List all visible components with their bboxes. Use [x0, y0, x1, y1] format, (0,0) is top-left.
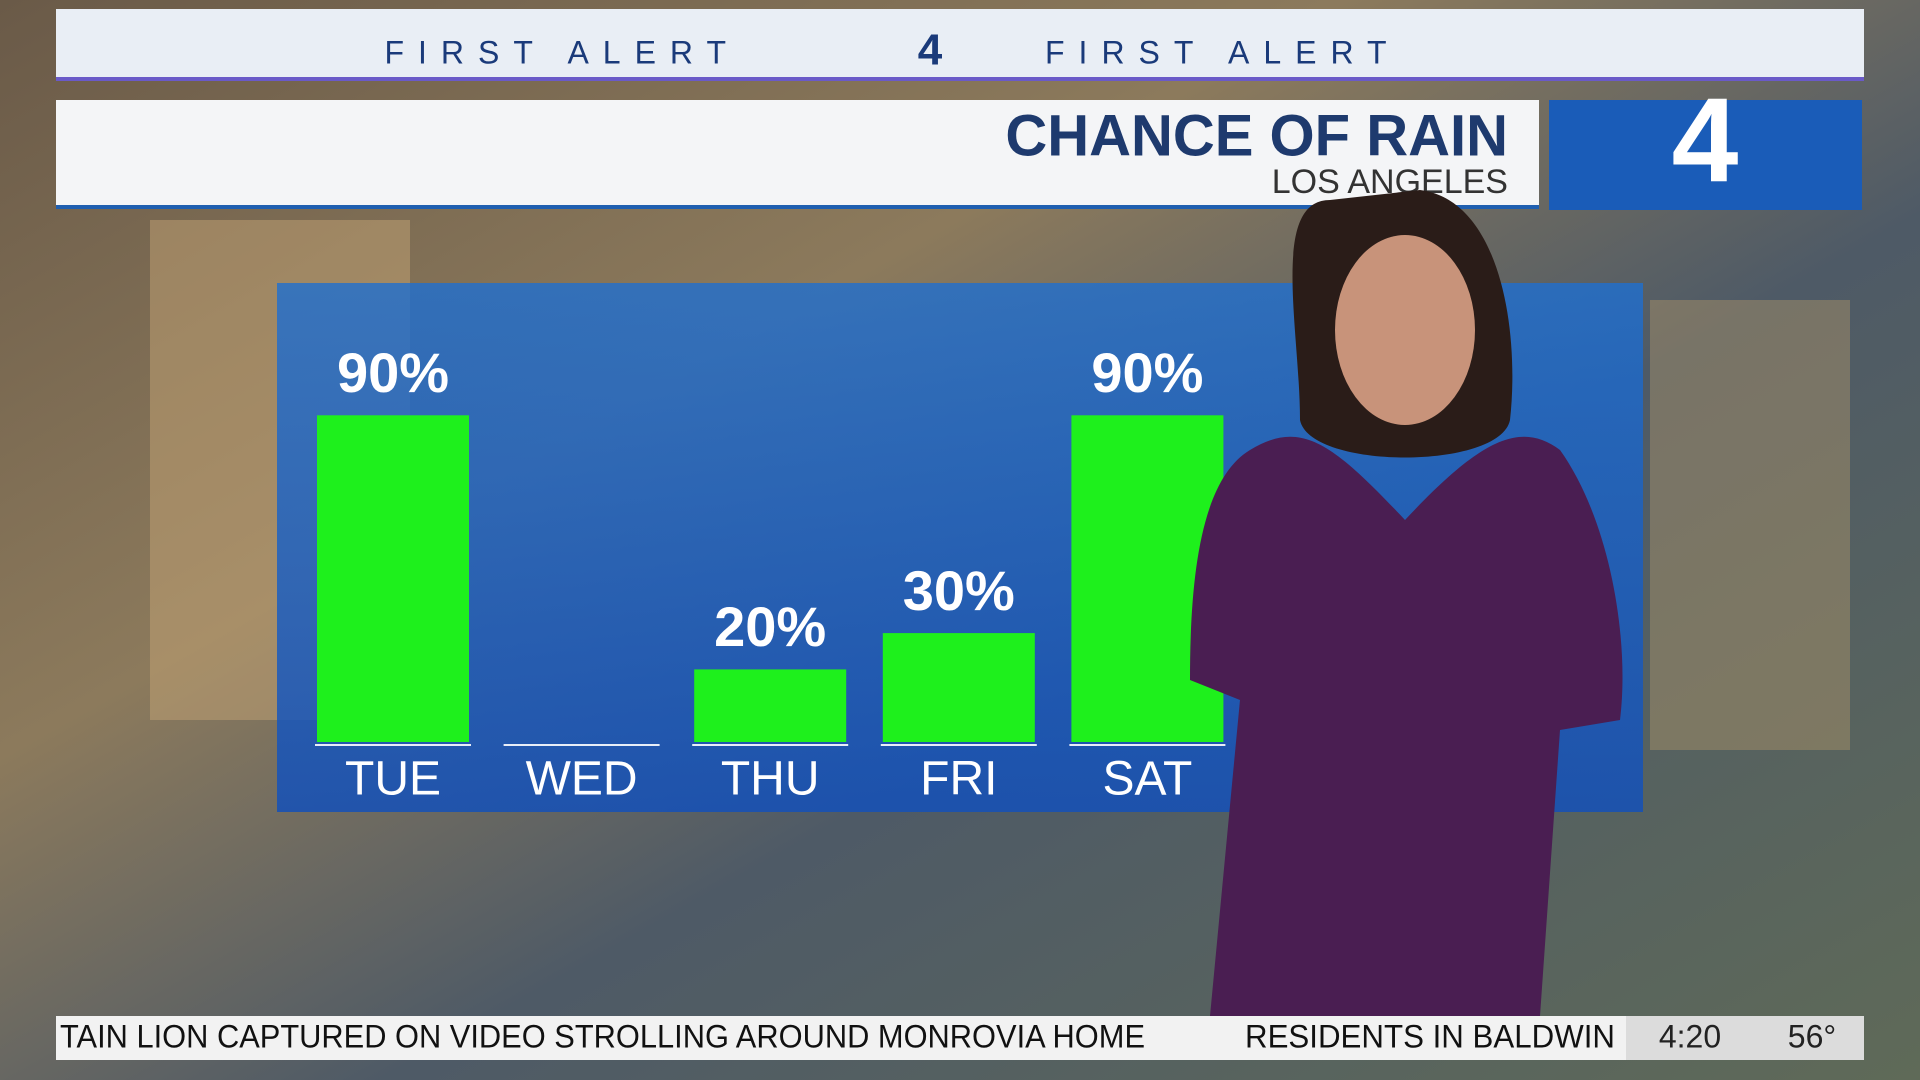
station-logo: 4: [1672, 74, 1739, 208]
value-label: 30%: [903, 559, 1015, 622]
value-label: 90%: [1091, 341, 1203, 404]
banner-text: FIRST ALERT: [384, 34, 740, 70]
x-tick-label: TUE: [345, 753, 441, 806]
title-box: [56, 100, 1539, 208]
clock-box: [1626, 1016, 1864, 1060]
banner-logo: 4: [918, 26, 943, 75]
ticker-bar: [56, 1016, 1626, 1060]
top-banner: [56, 9, 1864, 80]
logo-box: [1549, 100, 1862, 210]
presenter-dress: [1190, 436, 1623, 1016]
banner-stripe: [56, 77, 1864, 81]
temperature: 56°: [1788, 1018, 1836, 1054]
value-label: 90%: [337, 341, 449, 404]
clock-time: 4:20: [1659, 1018, 1721, 1054]
banner-text: FIRST ALERT: [1045, 34, 1401, 70]
ticker-headline: TAIN LION CAPTURED ON VIDEO STROLLING AR…: [60, 1018, 1145, 1054]
presenter-face: [1335, 235, 1475, 425]
presenter: [1190, 190, 1623, 1016]
bar: [882, 633, 1035, 742]
x-tick-label: FRI: [920, 753, 997, 806]
x-tick-label: THU: [721, 753, 820, 806]
bar: [694, 669, 847, 742]
building: [1650, 300, 1850, 750]
x-tick-label: SAT: [1103, 753, 1193, 806]
ticker-headline: RESIDENTS IN BALDWIN: [1245, 1018, 1615, 1054]
bar: [317, 415, 469, 742]
chart: 90% TUE WED 20% THU 30% FRI 90% SAT: [315, 341, 1414, 806]
title-underline: [56, 205, 1539, 209]
chart-title: CHANCE OF RAIN: [1005, 103, 1508, 168]
x-tick-label: WED: [526, 753, 638, 806]
value-label: 20%: [714, 595, 826, 658]
